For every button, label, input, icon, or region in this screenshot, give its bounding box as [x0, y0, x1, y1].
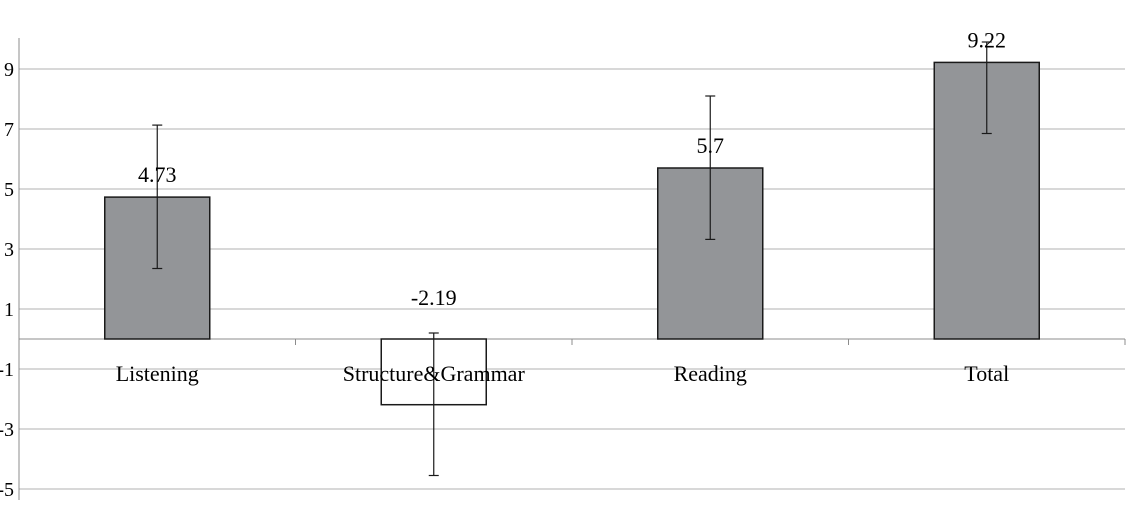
y-tick-label: 5 [4, 179, 14, 201]
data-labels: 4.73 -2.19 5.7 9.22 [138, 27, 1006, 310]
y-tick-label: 7 [4, 119, 14, 141]
y-tick-label: -3 [0, 419, 14, 441]
category-labels: Listening Structure&Grammar Reading Total [116, 361, 1010, 386]
y-tick-label: 9 [4, 59, 14, 81]
error-bars [152, 41, 992, 477]
y-tick-label: 1 [4, 299, 14, 321]
data-label: -2.19 [411, 285, 457, 310]
y-tick-label: -1 [0, 359, 14, 381]
y-tick-labels: 9 7 5 3 1 -1 -3 -5 [0, 59, 14, 501]
category-label: Reading [674, 361, 747, 386]
y-tick-label: -5 [0, 479, 14, 501]
data-label: 5.7 [697, 133, 725, 158]
category-label: Total [964, 361, 1009, 386]
data-label: 4.73 [138, 162, 177, 187]
bars [104, 61, 1040, 406]
category-label: Structure&Grammar [343, 361, 526, 386]
data-label: 9.22 [968, 27, 1007, 52]
category-label: Listening [116, 361, 199, 386]
y-tick-label: 3 [4, 239, 14, 261]
